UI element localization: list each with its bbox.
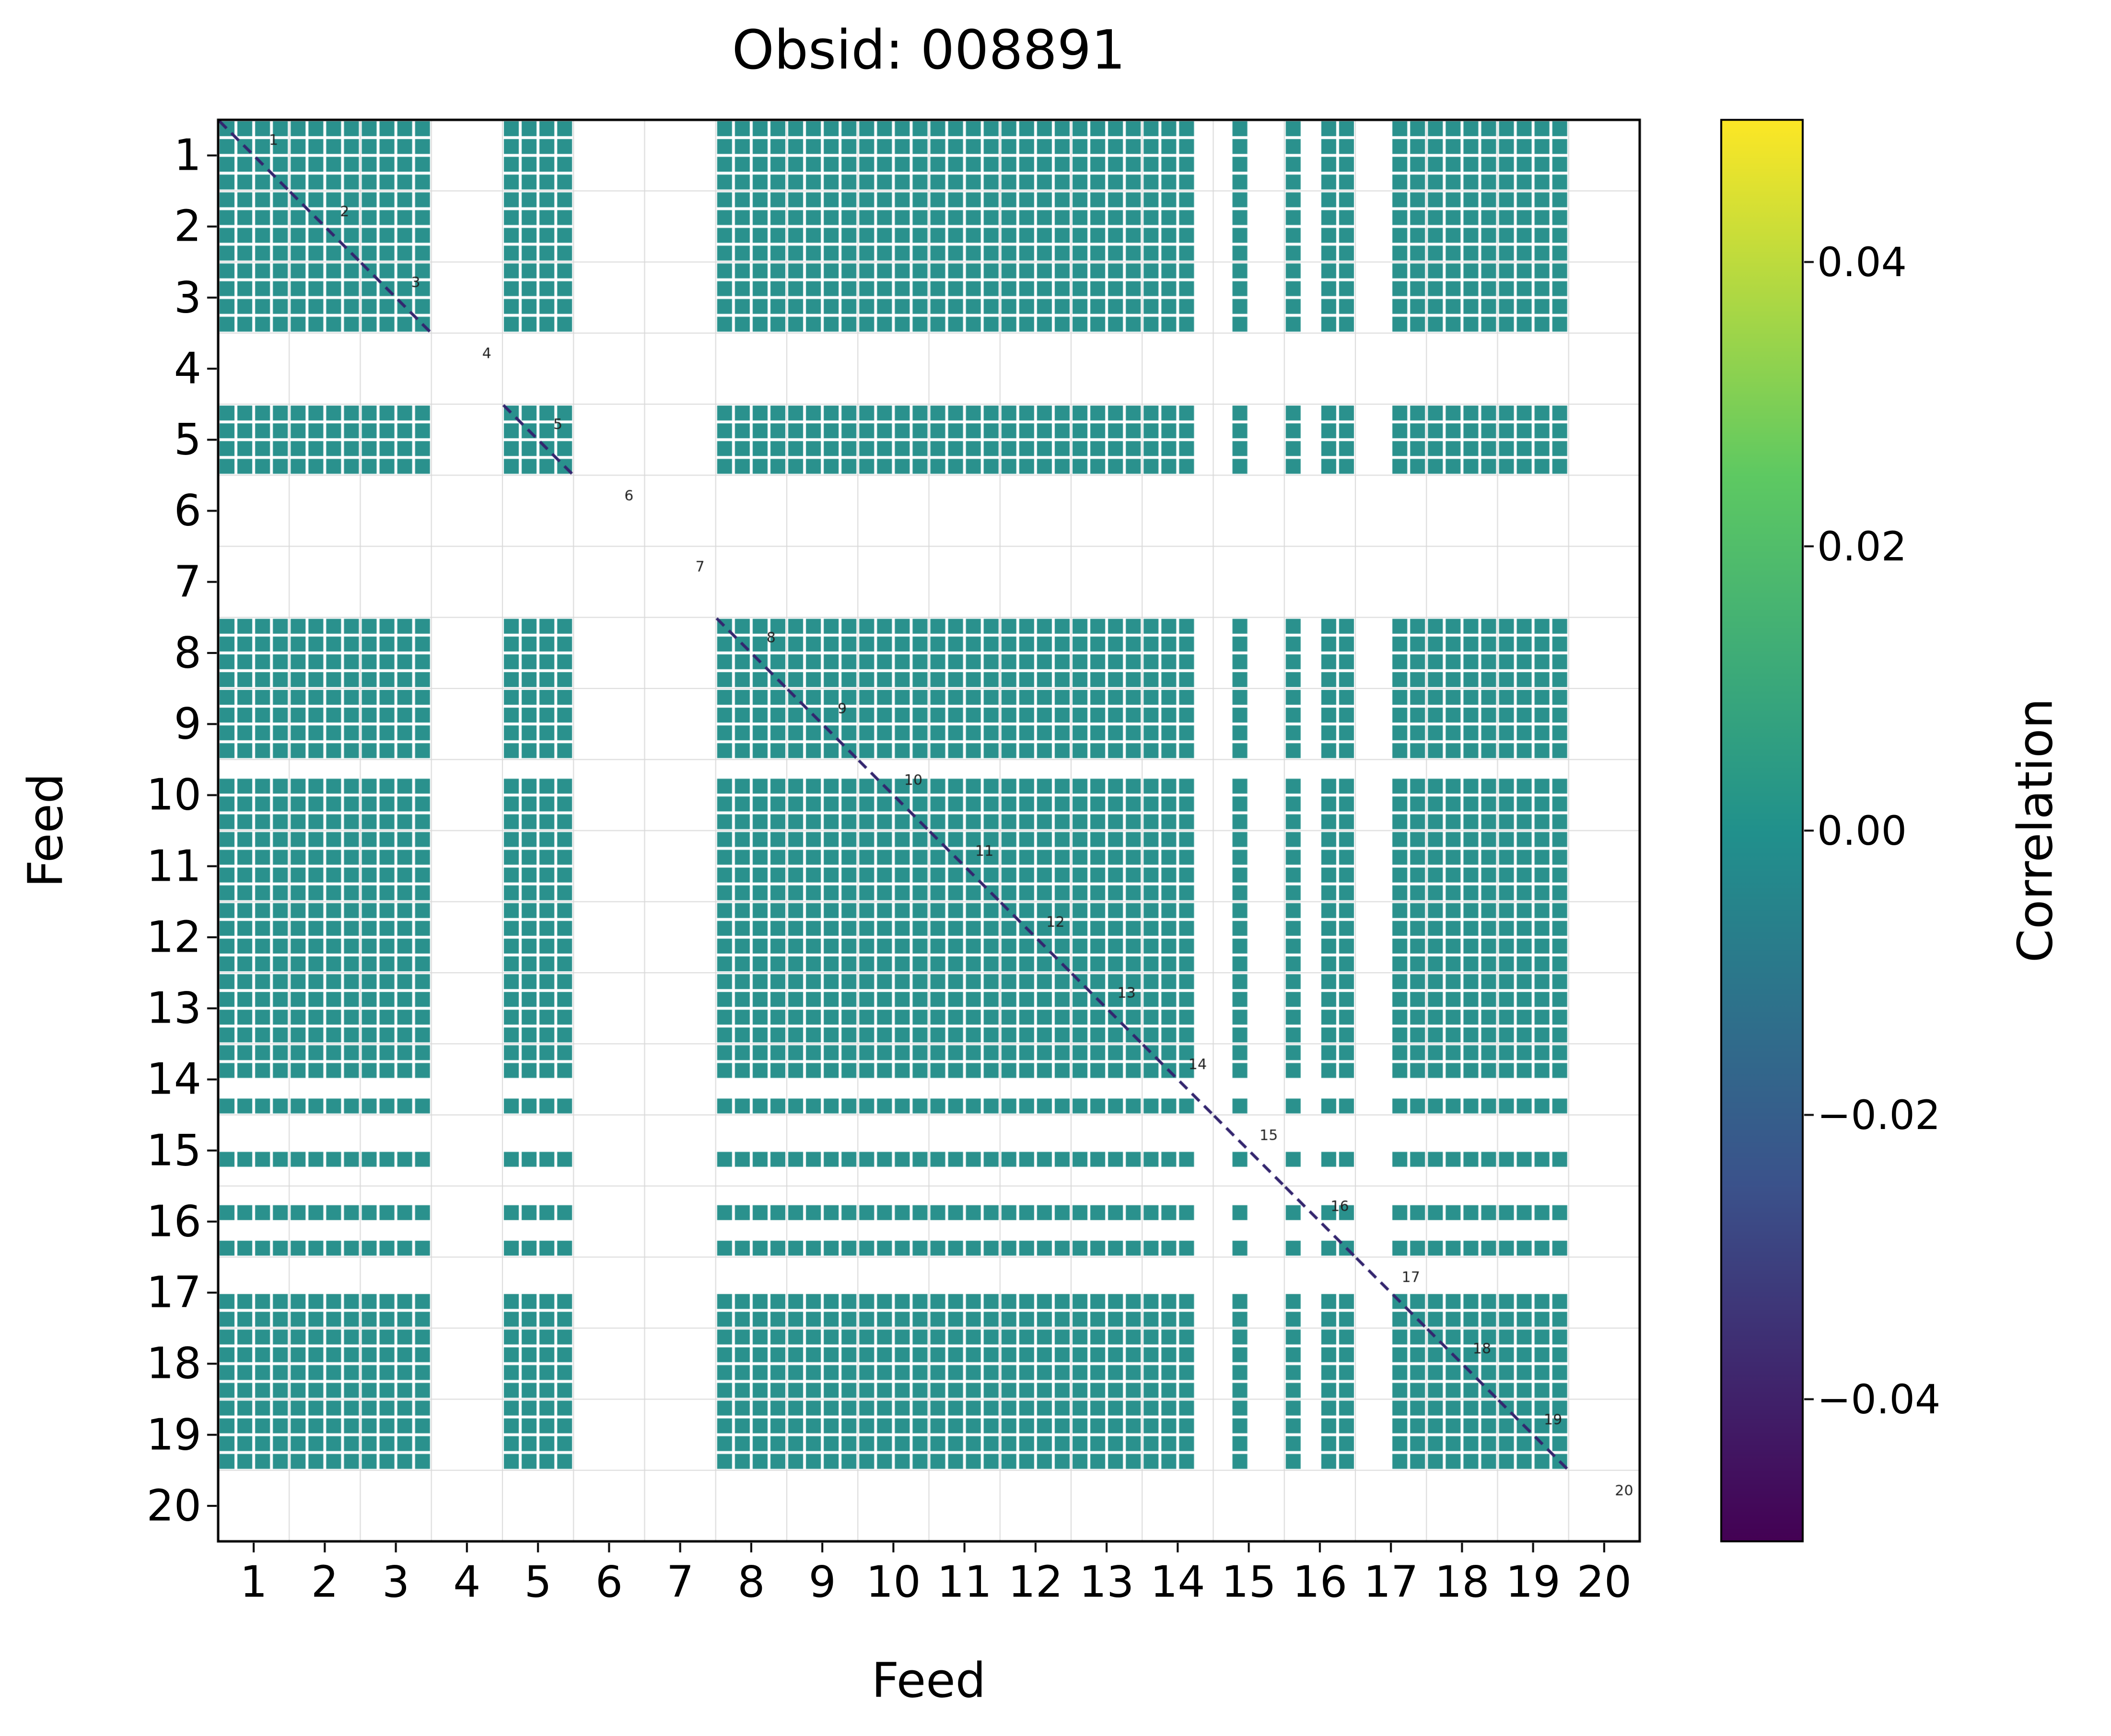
y-tick-label: 20 [146,1480,201,1531]
y-tick-label: 2 [174,201,201,252]
x-tick-label: 14 [1150,1557,1205,1608]
x-axis-label: Feed [871,1652,986,1709]
x-tick-label: 18 [1435,1557,1490,1608]
x-tick-label: 11 [937,1557,992,1608]
y-tick-label: 16 [146,1196,201,1247]
y-tick-label: 6 [174,485,201,536]
y-tick-label: 3 [174,272,201,323]
x-tick-label: 20 [1576,1557,1632,1608]
x-tick-label: 12 [1008,1557,1063,1608]
colorbar-tick-label: 0.04 [1817,238,1907,286]
y-tick-label: 13 [146,983,201,1034]
colorbar-tick-label: 0.02 [1817,523,1907,570]
x-tick-label: 19 [1505,1557,1561,1608]
x-tick-label: 2 [311,1557,339,1608]
y-tick-label: 15 [146,1125,201,1176]
colorbar-tick-label: −0.02 [1817,1091,1941,1139]
y-tick-label: 19 [146,1410,201,1460]
colorbar-tick-label: 0.00 [1817,807,1907,854]
x-tick-label: 9 [808,1557,836,1608]
y-tick-label: 17 [146,1267,201,1318]
y-axis-label: Feed [17,773,74,888]
x-tick-label: 15 [1221,1557,1276,1608]
y-tick-label: 11 [146,841,201,892]
x-tick-label: 13 [1079,1557,1134,1608]
x-tick-label: 7 [666,1557,694,1608]
x-tick-label: 1 [240,1557,268,1608]
x-tick-label: 5 [524,1557,552,1608]
y-tick-label: 1 [174,130,201,181]
chart-title: Obsid: 008891 [732,19,1126,82]
y-tick-label: 12 [146,912,201,963]
x-tick-label: 4 [453,1557,481,1608]
y-tick-label: 8 [174,628,201,678]
x-tick-label: 3 [382,1557,410,1608]
y-tick-label: 4 [174,343,201,394]
y-tick-label: 5 [174,414,201,465]
y-tick-label: 7 [174,557,201,607]
y-tick-label: 18 [146,1338,201,1389]
y-tick-label: 9 [174,699,201,749]
colorbar-tick-label: −0.04 [1817,1375,1941,1423]
colorbar-label: Correlation [2007,698,2064,963]
x-tick-label: 6 [595,1557,623,1608]
x-tick-label: 8 [737,1557,765,1608]
y-tick-label: 10 [146,769,201,820]
x-tick-label: 17 [1363,1557,1419,1608]
x-tick-label: 16 [1292,1557,1348,1608]
y-tick-label: 14 [146,1054,201,1105]
x-tick-label: 10 [866,1557,921,1608]
